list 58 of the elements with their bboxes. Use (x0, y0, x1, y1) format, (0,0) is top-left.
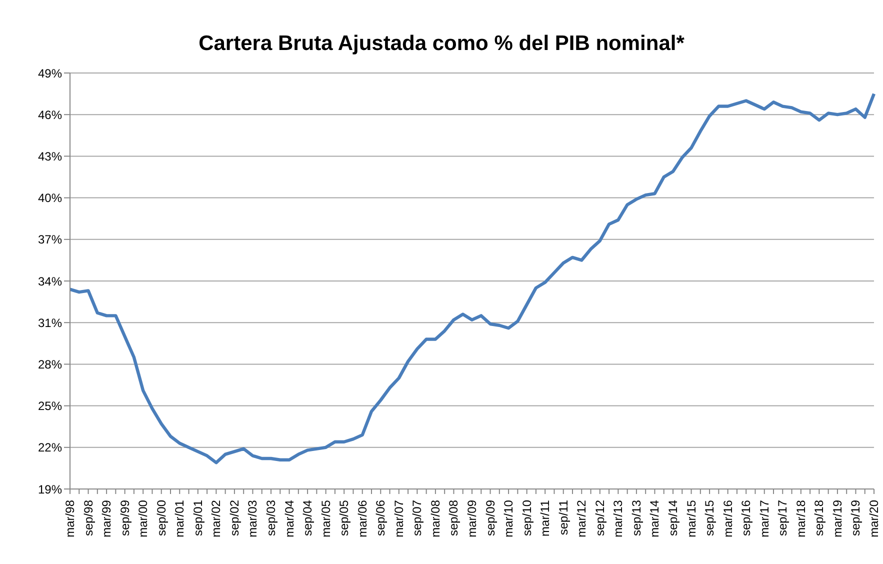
x-tick-label: sep/02 (227, 500, 242, 536)
x-tick-label: mar/20 (867, 500, 881, 538)
x-tick-label: sep/06 (374, 500, 388, 536)
x-tick-label: mar/00 (136, 500, 150, 538)
x-tick-label: sep/08 (446, 500, 461, 536)
x-tick-label: sep/14 (666, 500, 680, 536)
x-tick-label: mar/17 (757, 500, 772, 538)
y-tick-label: 22% (38, 440, 62, 455)
x-tick-label: mar/18 (794, 500, 808, 538)
x-tick-label: mar/08 (428, 500, 442, 538)
x-tick-label: sep/19 (848, 500, 863, 536)
x-tick-label: mar/01 (172, 500, 187, 538)
y-tick-label: 46% (38, 108, 62, 122)
x-tick-label: mar/99 (100, 500, 114, 538)
y-tick-label: 49% (38, 66, 62, 80)
x-tick-label: mar/19 (830, 500, 844, 538)
x-tick-label: sep/12 (592, 500, 607, 536)
x-tick-label: sep/00 (154, 500, 168, 536)
x-tick-label: mar/07 (392, 500, 406, 538)
x-tick-label: sep/11 (556, 500, 570, 536)
y-tick-label: 40% (38, 191, 62, 206)
x-tick-label: mar/14 (648, 500, 662, 538)
x-tick-label: sep/04 (300, 500, 315, 536)
x-tick-label: mar/02 (209, 500, 224, 538)
x-tick-label: mar/05 (318, 500, 333, 538)
x-tick-label: mar/09 (465, 500, 479, 538)
x-tick-label: mar/06 (355, 500, 370, 538)
x-tick-label: mar/04 (282, 500, 296, 538)
x-tick-label: sep/13 (629, 500, 644, 536)
x-tick-label: sep/16 (739, 500, 754, 536)
x-tick-label: sep/05 (337, 500, 352, 536)
x-tick-label: sep/09 (483, 500, 498, 536)
x-tick-label: mar/11 (538, 500, 552, 536)
x-tick-label: mar/98 (63, 500, 77, 538)
y-tick-label: 25% (38, 399, 62, 414)
x-tick-label: mar/10 (502, 500, 516, 538)
x-tick-label: mar/13 (611, 500, 626, 538)
x-tick-label: mar/15 (684, 500, 698, 538)
line-series (68, 92, 876, 464)
x-tick-label: sep/01 (190, 500, 205, 536)
x-tick-label: sep/18 (812, 500, 826, 536)
x-tick-label: sep/07 (410, 500, 424, 536)
y-tick-label: 31% (38, 316, 62, 330)
y-tick-label: 43% (38, 149, 62, 164)
x-tick-label: mar/12 (574, 500, 589, 538)
y-tick-label: 19% (38, 482, 62, 496)
x-tick-label: sep/17 (776, 500, 790, 536)
chart-title: Cartera Bruta Ajustada como % del PIB nominal* (198, 32, 686, 56)
y-tick-label: 37% (38, 232, 62, 247)
x-tick-label: sep/98 (81, 500, 96, 536)
x-tick-label: sep/10 (520, 500, 534, 536)
y-tick-label: 28% (38, 357, 62, 372)
x-tick-label: sep/99 (118, 500, 132, 536)
x-tick-label: mar/16 (720, 500, 735, 538)
x-tick-label: sep/15 (702, 500, 717, 536)
y-tick-label: 34% (38, 274, 62, 288)
x-tick-label: mar/03 (246, 500, 260, 538)
x-tick-label: sep/03 (264, 500, 278, 536)
